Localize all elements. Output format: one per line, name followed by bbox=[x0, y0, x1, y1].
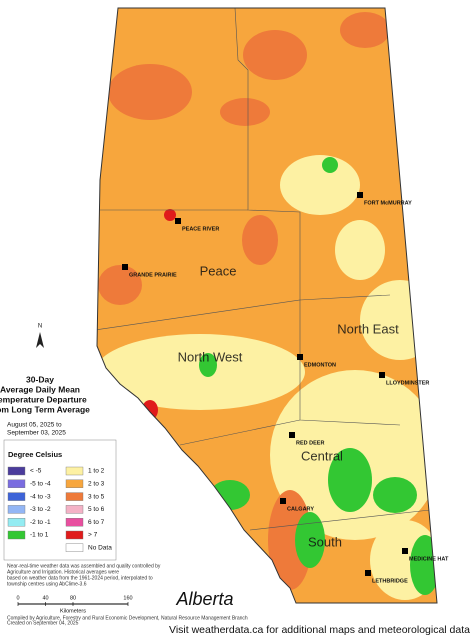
legend-label: < -5 bbox=[30, 468, 42, 475]
zone-fill bbox=[242, 215, 278, 265]
legend-swatch bbox=[65, 543, 84, 552]
legend-label: -2 to -1 bbox=[30, 519, 51, 526]
zone-fill bbox=[328, 448, 372, 512]
city-label: MEDICINE HAT bbox=[409, 556, 449, 562]
legend-swatch bbox=[65, 479, 84, 488]
legend-title: Degree Celsius bbox=[8, 450, 62, 459]
region-label: North East bbox=[337, 321, 399, 336]
zone-fill bbox=[220, 98, 270, 126]
map-title: Temperature Departure bbox=[0, 394, 87, 404]
legend-swatch bbox=[7, 492, 26, 501]
zone-fill bbox=[108, 64, 192, 120]
zone-fill bbox=[280, 155, 360, 215]
date-range: September 03, 2025 bbox=[7, 430, 66, 437]
zone-fill bbox=[373, 477, 417, 513]
city-marker bbox=[365, 570, 371, 576]
city-label: LETHBRIDGE bbox=[372, 578, 408, 584]
city-label: EDMONTON bbox=[304, 362, 336, 368]
legend-label: 2 to 3 bbox=[88, 481, 105, 488]
legend-label: -5 to -4 bbox=[30, 481, 51, 488]
legend-label: No Data bbox=[88, 545, 112, 552]
city-marker bbox=[297, 354, 303, 360]
zone-fill bbox=[164, 209, 176, 221]
scale-tick-label: 160 bbox=[123, 595, 132, 601]
legend-swatch bbox=[65, 492, 84, 501]
scale-tick-label: 80 bbox=[70, 595, 76, 601]
legend-label: > 7 bbox=[88, 532, 98, 539]
map-title: from Long Term Average bbox=[0, 404, 90, 414]
note-text: Near-real-time weather data was assemble… bbox=[7, 563, 161, 569]
scale-tick-label: 40 bbox=[42, 595, 48, 601]
zone-fill bbox=[295, 512, 325, 568]
temperature-surface bbox=[97, 8, 437, 603]
map-title: 30-Day bbox=[26, 374, 54, 384]
legend-swatch bbox=[7, 466, 26, 476]
city-label: LLOYDMINSTER bbox=[386, 380, 429, 386]
city-marker bbox=[379, 372, 385, 378]
footer-text: Visit weatherdata.ca for additional maps… bbox=[169, 624, 470, 636]
city-label: FORT McMURRAY bbox=[364, 200, 412, 206]
credit-text: Compiled by Agriculture, Forestry and Ru… bbox=[7, 615, 248, 621]
city-label: RED DEER bbox=[296, 440, 324, 446]
logo: Alberta bbox=[175, 589, 233, 609]
legend-swatch bbox=[65, 505, 84, 514]
legend-label: -3 to -2 bbox=[30, 506, 51, 513]
scale-tick-label: 0 bbox=[16, 595, 19, 601]
city-marker bbox=[357, 192, 363, 198]
scale-unit: Kilometers bbox=[60, 608, 86, 614]
zone-fill bbox=[97, 334, 305, 410]
zone-fill bbox=[98, 265, 142, 305]
map-title: Average Daily Mean bbox=[0, 384, 80, 394]
legend-swatch bbox=[7, 530, 26, 540]
note-text: township centres using AbClime-3.6 bbox=[7, 581, 87, 587]
legend-swatch bbox=[65, 530, 84, 540]
legend-label: -4 to -3 bbox=[30, 493, 51, 500]
note-text: based on weather data from the 1961-2024… bbox=[7, 575, 153, 581]
zone-fill bbox=[322, 157, 338, 173]
zone-fill bbox=[335, 220, 385, 280]
legend-swatch bbox=[7, 518, 26, 527]
region-label: Peace bbox=[200, 263, 237, 278]
zone-fill bbox=[142, 400, 158, 420]
city-marker bbox=[175, 218, 181, 224]
legend-label: 1 to 2 bbox=[88, 468, 105, 475]
zone-fill bbox=[199, 353, 217, 377]
city-label: PEACE RIVER bbox=[182, 226, 219, 232]
note-text: Agriculture and Irrigation. Historical a… bbox=[7, 569, 119, 575]
city-marker bbox=[289, 432, 295, 438]
legend-label: 6 to 7 bbox=[88, 519, 105, 526]
credit-text: Created on September 04, 2025 bbox=[7, 620, 79, 626]
north-arrow-label: N bbox=[38, 324, 42, 330]
region-label: North West bbox=[178, 349, 243, 364]
zone-fill bbox=[340, 12, 390, 48]
legend-swatch bbox=[7, 505, 26, 514]
zone-fill bbox=[268, 490, 312, 590]
region-label: Central bbox=[301, 448, 343, 463]
legend-swatch bbox=[65, 466, 84, 476]
legend-label: -1 to 1 bbox=[30, 532, 49, 539]
zone-fill bbox=[210, 480, 250, 510]
city-marker bbox=[280, 498, 286, 504]
city-label: GRANDE PRAIRIE bbox=[129, 272, 177, 278]
legend-swatch bbox=[7, 479, 26, 488]
legend-label: 5 to 6 bbox=[88, 506, 105, 513]
legend-swatch bbox=[65, 518, 84, 527]
city-marker bbox=[122, 264, 128, 270]
date-range: August 05, 2025 to bbox=[7, 422, 62, 429]
city-marker bbox=[402, 548, 408, 554]
legend-label: 3 to 5 bbox=[88, 493, 105, 500]
region-label: South bbox=[308, 534, 342, 549]
zone-fill bbox=[243, 30, 307, 80]
city-label: CALGARY bbox=[287, 506, 314, 512]
zone-fill bbox=[360, 280, 437, 360]
province-outline bbox=[96, 7, 438, 604]
north-arrow bbox=[36, 332, 44, 348]
